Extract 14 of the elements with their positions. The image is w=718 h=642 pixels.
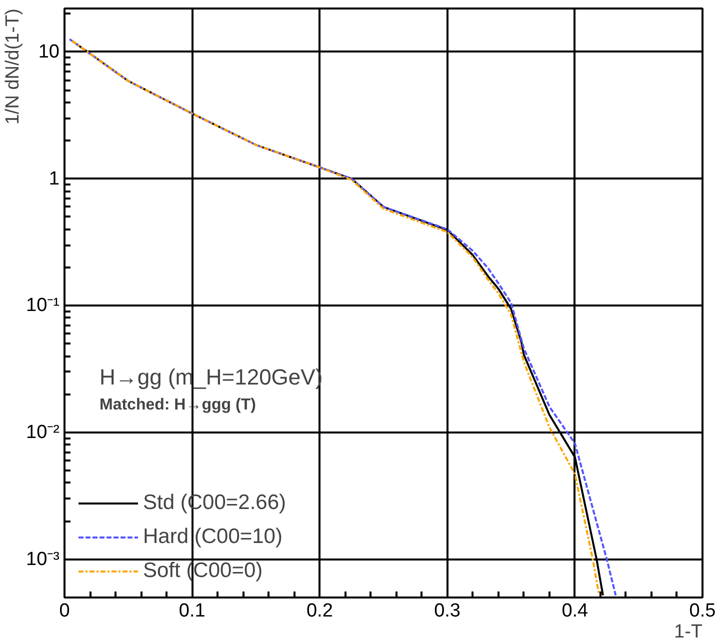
x-tick-label: 0.4	[562, 600, 589, 622]
y-tick-label: 1	[48, 168, 60, 190]
x-tick-label: 0.5	[689, 600, 716, 622]
y-tick-label: 10⁻³	[26, 548, 60, 570]
y-axis-title: 1/N dN/d(1-T)	[2, 8, 24, 125]
x-tick-label: 0.2	[306, 600, 333, 622]
y-tick-label: 10⁻²	[26, 422, 60, 443]
legend-label: Hard (C00=10)	[143, 525, 282, 549]
x-tick-label: 0.3	[434, 600, 461, 622]
x-tick-label: 0.1	[178, 600, 206, 622]
x-axis-title: 1-T	[674, 622, 703, 642]
x-tick-label: 0	[59, 600, 70, 622]
y-tick-label: 10	[38, 41, 60, 62]
y-tick-label: 10⁻¹	[26, 295, 60, 316]
